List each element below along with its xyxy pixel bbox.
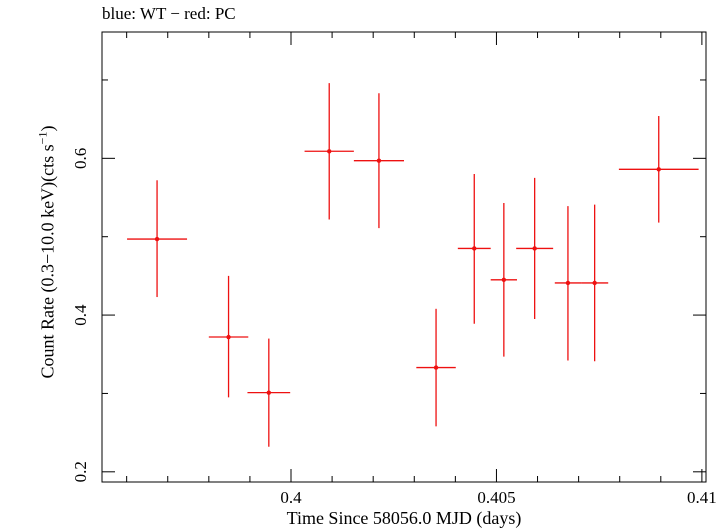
data-point bbox=[353, 93, 404, 229]
point-marker bbox=[376, 158, 382, 163]
data-point bbox=[618, 116, 699, 223]
data-point bbox=[127, 180, 188, 298]
x-axis-label: Time Since 58056.0 MJD (days) bbox=[286, 508, 522, 528]
x-tick-label: 0.41 bbox=[687, 488, 717, 507]
data-point bbox=[516, 177, 554, 319]
data-point bbox=[554, 206, 582, 361]
data-point bbox=[247, 338, 291, 447]
point-marker bbox=[433, 365, 439, 370]
point-marker bbox=[532, 246, 537, 251]
point-marker bbox=[501, 277, 507, 283]
y-axis-label-exponent: −1 bbox=[35, 131, 50, 145]
point-marker bbox=[266, 390, 272, 395]
point-marker bbox=[327, 149, 332, 154]
chart-title: blue: WT − red: PC bbox=[102, 4, 236, 23]
axes: 0.4 0.405 0.41 0.2 0.4 0.6 bbox=[71, 32, 717, 507]
x-tick-label: 0.405 bbox=[477, 488, 515, 507]
point-marker bbox=[565, 280, 571, 286]
data-point bbox=[304, 83, 354, 220]
data-point bbox=[457, 174, 491, 324]
point-marker bbox=[472, 246, 477, 251]
y-axis-label-main: Count Rate (0.3−10.0 keV)(cts s bbox=[37, 144, 58, 379]
data-point bbox=[581, 204, 609, 362]
y-axis-label-close: ) bbox=[37, 125, 58, 132]
x-tick-label: 0.4 bbox=[280, 488, 302, 507]
point-marker bbox=[226, 334, 231, 340]
point-marker bbox=[154, 236, 160, 242]
y-tick-label: 0.4 bbox=[71, 304, 90, 326]
data-point bbox=[490, 203, 517, 357]
point-marker bbox=[592, 280, 597, 286]
data-point bbox=[208, 275, 249, 398]
y-axis-label: Count Rate (0.3−10.0 keV)(cts s−1) bbox=[36, 126, 59, 379]
point-marker bbox=[656, 167, 661, 172]
y-tick-label: 0.6 bbox=[71, 148, 90, 169]
y-tick-label: 0.2 bbox=[71, 461, 90, 482]
plot-frame bbox=[101, 31, 707, 483]
data-point bbox=[416, 308, 456, 427]
data-marks bbox=[127, 83, 699, 447]
